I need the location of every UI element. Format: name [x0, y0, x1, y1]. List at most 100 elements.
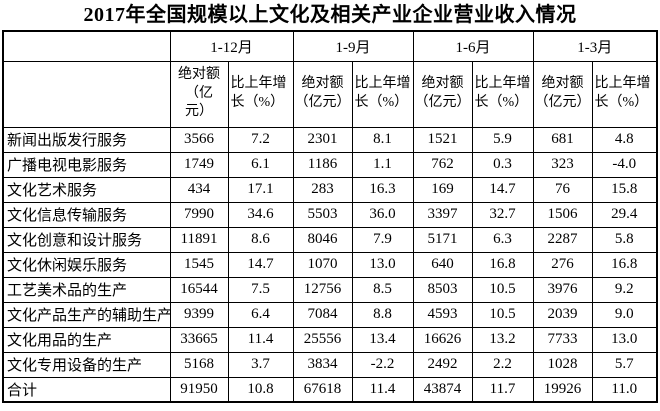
row-label-total: 合计	[2, 376, 171, 403]
value-cell: 8.5	[351, 276, 414, 303]
table-body: 新闻出版发行服务 3566 7.2 2301 8.1 1521 5.9 681 …	[2, 126, 658, 403]
value-cell: 5503	[292, 201, 353, 228]
value-cell: 11891	[169, 226, 229, 253]
value-cell: 3976	[532, 276, 593, 303]
value-cell: 29.4	[591, 201, 658, 228]
value-cell: 5168	[169, 351, 229, 378]
table-row: 文化产品生产的辅助生产 9399 6.4 7084 8.8 4593 10.5 …	[2, 301, 658, 328]
subheader-row: 绝对额 （亿 元） 比上年增 长（%） 绝对额 （亿元） 比上年增 长（%） 绝…	[2, 60, 658, 128]
row-label: 新闻出版发行服务	[2, 126, 171, 153]
value-cell: 13.0	[351, 251, 414, 278]
value-cell: 11.4	[351, 376, 414, 403]
value-cell: 9399	[169, 301, 229, 328]
corner-cell-2	[2, 60, 171, 128]
value-cell: 6.4	[227, 301, 294, 328]
period-group-1-9: 1-9月	[292, 30, 414, 62]
value-cell: 16.8	[471, 251, 534, 278]
value-cell: 2039	[532, 301, 593, 328]
value-cell: 10.5	[471, 276, 534, 303]
value-cell: 16.8	[591, 251, 658, 278]
value-cell: 16626	[412, 326, 473, 353]
value-cell: 25556	[292, 326, 353, 353]
value-cell: 3566	[169, 126, 229, 153]
row-label: 广播电视电影服务	[2, 151, 171, 178]
value-cell: 1521	[412, 126, 473, 153]
value-cell: 12756	[292, 276, 353, 303]
value-cell: 3.7	[227, 351, 294, 378]
value-cell: 8503	[412, 276, 473, 303]
period-group-row: 1-12月 1-9月 1-6月 1-3月	[2, 30, 658, 62]
value-cell: 3397	[412, 201, 473, 228]
subheader-growth-1-12: 比上年增 长（%）	[227, 60, 294, 128]
subheader-absolute-1-3: 绝对额 （亿元）	[532, 60, 593, 128]
period-group-1-12: 1-12月	[169, 30, 294, 62]
value-cell: 13.2	[471, 326, 534, 353]
table-row: 广播电视电影服务 1749 6.1 1186 1.1 762 0.3 323 -…	[2, 151, 658, 178]
value-cell: 323	[532, 151, 593, 178]
table-row: 文化专用设备的生产 5168 3.7 3834 -2.2 2492 2.2 10…	[2, 351, 658, 378]
value-cell: 1070	[292, 251, 353, 278]
corner-cell	[2, 30, 171, 62]
value-cell: 33665	[169, 326, 229, 353]
value-cell: 1545	[169, 251, 229, 278]
value-cell: 1186	[292, 151, 353, 178]
period-group-1-3: 1-3月	[532, 30, 658, 62]
table-row: 文化用品的生产 33665 11.4 25556 13.4 16626 13.2…	[2, 326, 658, 353]
value-cell: 3834	[292, 351, 353, 378]
value-cell: 2.2	[471, 351, 534, 378]
row-label: 工艺美术品的生产	[2, 276, 171, 303]
value-cell: 36.0	[351, 201, 414, 228]
value-cell: 16544	[169, 276, 229, 303]
value-cell: 2301	[292, 126, 353, 153]
row-label: 文化创意和设计服务	[2, 226, 171, 253]
value-cell: 14.7	[471, 176, 534, 203]
value-cell: 276	[532, 251, 593, 278]
subheader-absolute-1-6: 绝对额 （亿元）	[412, 60, 473, 128]
value-cell: 13.4	[351, 326, 414, 353]
value-cell: 4593	[412, 301, 473, 328]
value-cell: 32.7	[471, 201, 534, 228]
value-cell: 17.1	[227, 176, 294, 203]
value-cell: 0.3	[471, 151, 534, 178]
value-cell: 1749	[169, 151, 229, 178]
value-cell: 6.1	[227, 151, 294, 178]
value-cell: 7.9	[351, 226, 414, 253]
value-cell: 67618	[292, 376, 353, 403]
page-title: 2017年全国规模以上文化及相关产业企业营业收入情况	[83, 4, 577, 26]
table-row: 文化休闲娱乐服务 1545 14.7 1070 13.0 640 16.8 27…	[2, 251, 658, 278]
value-cell: 14.7	[227, 251, 294, 278]
value-cell: -4.0	[591, 151, 658, 178]
subheader-growth-1-3: 比上年增 长（%）	[591, 60, 658, 128]
table-row-total: 合计 91950 10.8 67618 11.4 43874 11.7 1992…	[2, 376, 658, 403]
row-label: 文化专用设备的生产	[2, 351, 171, 378]
value-cell: 76	[532, 176, 593, 203]
value-cell: 16.3	[351, 176, 414, 203]
value-cell: 15.8	[591, 176, 658, 203]
value-cell: 283	[292, 176, 353, 203]
value-cell: 640	[412, 251, 473, 278]
value-cell: 7.5	[227, 276, 294, 303]
value-cell: 5.8	[591, 226, 658, 253]
value-cell: 7990	[169, 201, 229, 228]
value-cell: -2.2	[351, 351, 414, 378]
subheader-absolute-1-9: 绝对额 （亿元）	[292, 60, 353, 128]
table-row: 工艺美术品的生产 16544 7.5 12756 8.5 8503 10.5 3…	[2, 276, 658, 303]
value-cell: 5171	[412, 226, 473, 253]
value-cell: 8046	[292, 226, 353, 253]
value-cell: 11.4	[227, 326, 294, 353]
table-row: 新闻出版发行服务 3566 7.2 2301 8.1 1521 5.9 681 …	[2, 126, 658, 153]
value-cell: 11.7	[471, 376, 534, 403]
value-cell: 169	[412, 176, 473, 203]
value-cell: 9.0	[591, 301, 658, 328]
value-cell: 4.8	[591, 126, 658, 153]
revenue-table: 1-12月 1-9月 1-6月 1-3月 绝对额 （亿 元） 比上年增 长（%）…	[2, 30, 658, 403]
value-cell: 8.1	[351, 126, 414, 153]
row-label: 文化艺术服务	[2, 176, 171, 203]
value-cell: 9.2	[591, 276, 658, 303]
value-cell: 2287	[532, 226, 593, 253]
value-cell: 7084	[292, 301, 353, 328]
value-cell: 1506	[532, 201, 593, 228]
table-row: 文化创意和设计服务 11891 8.6 8046 7.9 5171 6.3 22…	[2, 226, 658, 253]
row-label: 文化休闲娱乐服务	[2, 251, 171, 278]
